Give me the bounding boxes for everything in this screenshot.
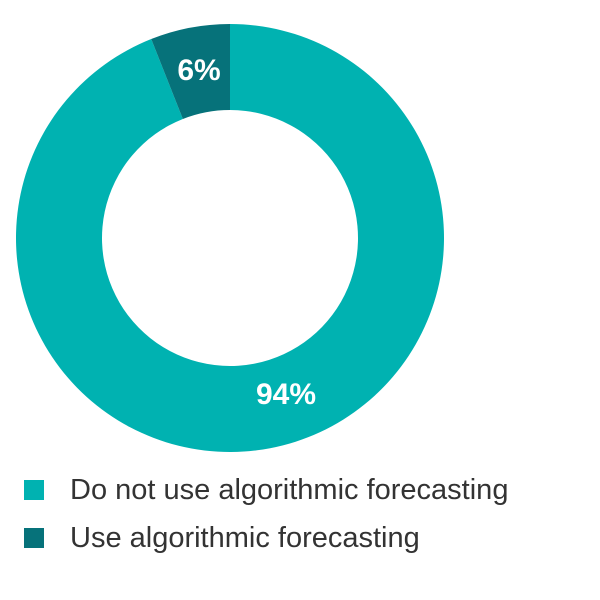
legend-label-do-not-use: Do not use algorithmic forecasting bbox=[70, 473, 509, 506]
legend-swatch-do-not-use bbox=[24, 480, 44, 500]
legend-swatch-use bbox=[24, 528, 44, 548]
legend: Do not use algorithmic forecasting Use a… bbox=[24, 466, 508, 562]
legend-item-use: Use algorithmic forecasting bbox=[24, 514, 508, 562]
legend-item-do-not-use: Do not use algorithmic forecasting bbox=[24, 466, 508, 514]
donut-svg: 94% 6% bbox=[15, 24, 445, 452]
slice-label-use: 6% bbox=[177, 54, 220, 87]
slice-use bbox=[151, 24, 230, 119]
legend-label-use: Use algorithmic forecasting bbox=[70, 521, 420, 554]
slice-label-do-not-use: 94% bbox=[256, 378, 316, 411]
slice-do-not-use bbox=[15, 24, 445, 452]
